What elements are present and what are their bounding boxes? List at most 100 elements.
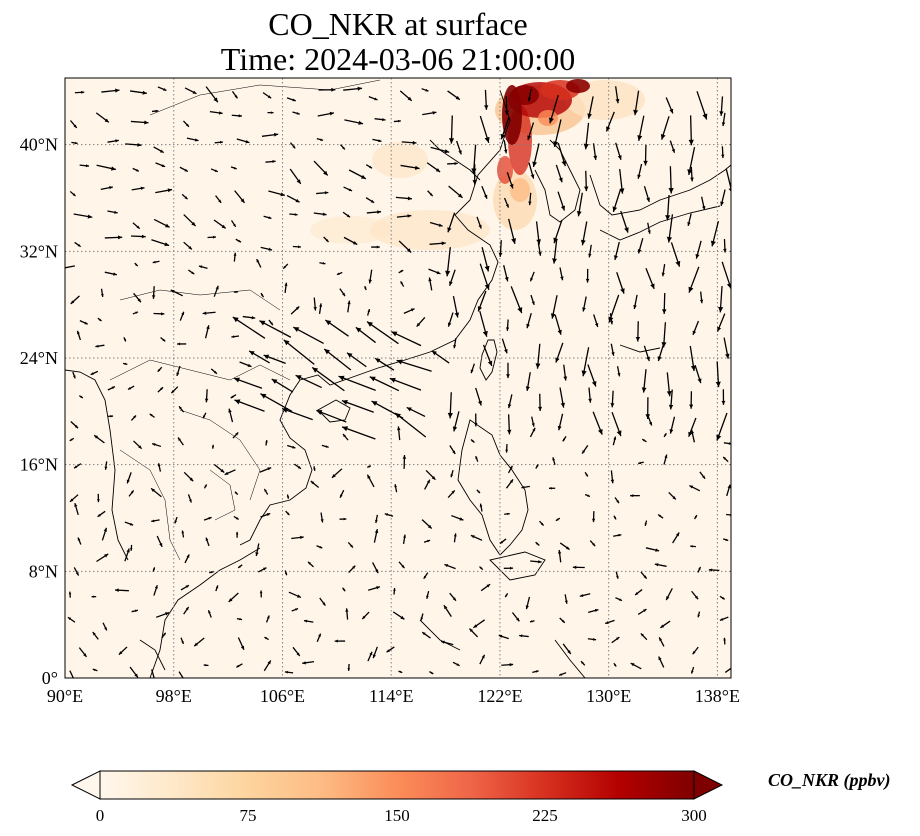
wind-vector xyxy=(640,571,648,580)
wind-vector xyxy=(654,563,667,567)
wind-vector-head xyxy=(643,160,648,166)
wind-vector xyxy=(421,88,429,92)
wind-vector xyxy=(205,537,210,547)
wind-vector xyxy=(640,632,648,641)
wind-vector-head xyxy=(151,519,155,523)
wind-vector-head xyxy=(75,572,79,576)
wind-vector-head xyxy=(267,467,272,471)
wind-vector-head xyxy=(368,465,371,468)
wind-vector xyxy=(615,571,619,579)
wind-vector xyxy=(239,361,252,368)
wind-vector-head xyxy=(509,465,513,469)
wind-vector xyxy=(260,292,265,298)
wind-vector xyxy=(535,464,539,469)
wind-vector xyxy=(450,469,454,478)
country-border xyxy=(209,469,236,521)
wind-vector-head xyxy=(591,381,597,387)
wind-vector xyxy=(207,609,212,618)
wind-vector-head xyxy=(702,205,706,210)
wind-vector xyxy=(339,517,347,521)
wind-vector-head xyxy=(403,534,407,538)
wind-vector-head xyxy=(617,372,621,377)
wind-vector xyxy=(700,196,706,211)
wind-vector xyxy=(447,90,461,101)
wind-vector xyxy=(107,414,114,418)
wind-vector-head xyxy=(538,560,542,564)
wind-vector-head xyxy=(484,105,489,110)
wind-vector xyxy=(479,654,486,665)
wind-vector xyxy=(91,595,97,598)
wind-vector-head xyxy=(97,513,101,517)
wind-vector-head xyxy=(509,183,514,189)
wind-vector-head xyxy=(347,300,351,305)
wind-vector xyxy=(152,260,160,264)
wind-vector xyxy=(129,666,139,678)
wind-vector xyxy=(231,114,242,118)
wind-vector xyxy=(529,271,535,282)
chart-title-line2: Time: 2024-03-06 21:00:00 xyxy=(220,41,576,77)
wind-vector xyxy=(552,457,556,465)
wind-vector-head xyxy=(664,433,667,436)
wind-vector xyxy=(661,264,666,277)
wind-vector xyxy=(481,185,488,199)
wind-vector-head xyxy=(587,113,592,119)
wind-vector-head xyxy=(584,186,589,192)
wind-vector-head xyxy=(80,395,83,398)
wind-vector-head xyxy=(613,663,617,667)
wind-vector-shaft xyxy=(293,326,324,344)
wind-vector xyxy=(526,312,532,329)
wind-vector xyxy=(665,195,671,221)
wind-vector-head xyxy=(135,168,139,172)
wind-vector-head xyxy=(152,260,156,264)
wind-vector xyxy=(479,503,483,512)
wind-vector xyxy=(393,587,396,595)
wind-vector xyxy=(593,314,599,328)
wind-vector-head xyxy=(720,201,724,206)
wind-vector-head xyxy=(530,277,534,282)
wind-vector xyxy=(157,463,162,472)
wind-vector-head xyxy=(487,360,493,367)
wind-vector-head xyxy=(472,180,477,185)
wind-vector xyxy=(660,116,670,140)
wind-vector-head xyxy=(669,108,674,114)
wind-vector xyxy=(233,515,239,520)
wind-vector xyxy=(313,212,327,216)
wind-vector-head xyxy=(319,303,323,307)
wind-vector-head xyxy=(687,222,691,226)
wind-vector xyxy=(720,189,726,207)
wind-vector xyxy=(124,548,130,562)
wind-vector-head xyxy=(509,479,514,483)
gridlines xyxy=(65,78,731,678)
wind-vector-head xyxy=(655,548,660,552)
wind-vector-head xyxy=(548,487,552,490)
wind-vector xyxy=(690,545,696,548)
wind-vector xyxy=(721,261,731,290)
wind-vector-head xyxy=(615,98,620,104)
wind-vector xyxy=(583,122,590,150)
wind-vector-head xyxy=(284,670,288,674)
wind-vector xyxy=(555,164,563,183)
wind-vector-head xyxy=(235,290,238,294)
wind-vector-head xyxy=(695,253,700,259)
wind-vector xyxy=(665,97,674,114)
wind-vector xyxy=(559,387,565,408)
wind-vector xyxy=(645,267,655,290)
wind-vector xyxy=(510,286,523,314)
wind-vector-head xyxy=(245,140,250,144)
wind-vector-head xyxy=(191,271,195,275)
wind-vector xyxy=(261,132,279,137)
wind-vector-head xyxy=(215,585,219,589)
wind-vector xyxy=(666,372,672,397)
wind-vector xyxy=(503,265,509,282)
wind-vector xyxy=(232,432,239,439)
wind-vector xyxy=(505,479,514,489)
wind-vector xyxy=(259,466,272,473)
colorbar-extend-high xyxy=(693,770,724,800)
wind-vector xyxy=(643,144,648,166)
wind-vector-head xyxy=(135,311,138,314)
wind-vector-head xyxy=(74,141,78,145)
colorbar-tick-label: 75 xyxy=(239,806,257,825)
wind-vector xyxy=(213,219,227,229)
wind-vector-head xyxy=(228,598,233,602)
wind-vector-head xyxy=(644,523,648,526)
